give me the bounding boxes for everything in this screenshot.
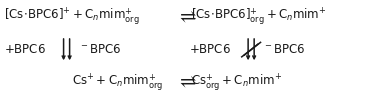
Text: ⇌: ⇌ <box>179 8 195 26</box>
Text: $^{-}\,\mathrm{BPC6}$: $^{-}\,\mathrm{BPC6}$ <box>80 43 121 56</box>
Text: $\mathrm{Cs}^{+} + \mathrm{C}_{n}\mathrm{mim}^{+}_{\mathrm{org}}$: $\mathrm{Cs}^{+} + \mathrm{C}_{n}\mathrm… <box>72 72 163 93</box>
Text: $+ \mathrm{BPC6}$: $+ \mathrm{BPC6}$ <box>5 43 46 56</box>
Text: $[\mathrm{Cs\!\cdot\!BPC6}]^{+}_{\mathrm{org}} + \mathrm{C}_{n}\mathrm{mim}^{+}$: $[\mathrm{Cs\!\cdot\!BPC6}]^{+}_{\mathrm… <box>191 7 326 27</box>
Text: $[\mathrm{Cs\!\cdot\!BPC6}]^{+} + \mathrm{C}_{n}\mathrm{mim}^{+}_{\mathrm{org}}$: $[\mathrm{Cs\!\cdot\!BPC6}]^{+} + \mathr… <box>5 7 140 27</box>
Text: ⇌: ⇌ <box>179 73 195 91</box>
Text: $\mathrm{Cs}^{+}_{\mathrm{org}} + \mathrm{C}_{n}\mathrm{mim}^{+}$: $\mathrm{Cs}^{+}_{\mathrm{org}} + \mathr… <box>191 72 282 93</box>
Text: $^{-}\,\mathrm{BPC6}$: $^{-}\,\mathrm{BPC6}$ <box>264 43 306 56</box>
Text: $+ \mathrm{BPC6}$: $+ \mathrm{BPC6}$ <box>189 43 231 56</box>
